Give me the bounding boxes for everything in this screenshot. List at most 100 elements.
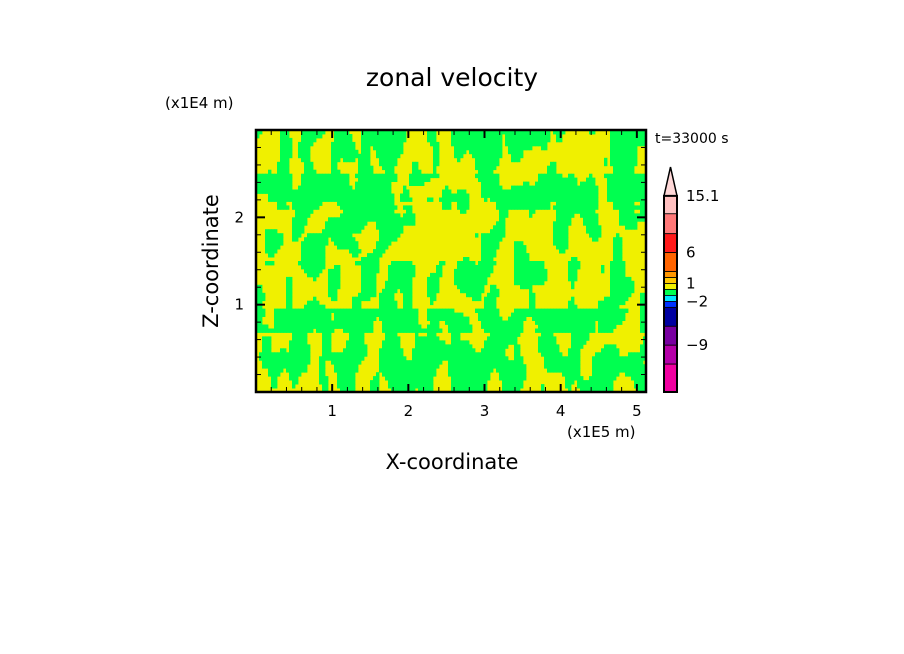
field-cell [535, 137, 539, 143]
field-cell [313, 265, 317, 270]
field-cell [388, 380, 392, 385]
field-cell [295, 356, 299, 361]
field-cell [433, 372, 437, 377]
field-cell [556, 364, 560, 369]
field-cell [358, 344, 362, 349]
field-cell [568, 268, 572, 274]
field-cell [295, 308, 299, 313]
field-cell [487, 157, 491, 163]
field-cell [571, 213, 575, 218]
field-cell [427, 173, 431, 179]
field-cell [544, 276, 548, 282]
field-cell [541, 328, 545, 333]
field-cell [451, 352, 455, 357]
field-cell [571, 356, 575, 361]
field-cell [610, 360, 614, 365]
field-cell [391, 284, 395, 290]
field-cell [523, 284, 527, 290]
field-cell [283, 308, 287, 313]
field-cell [292, 368, 296, 373]
field-cell [457, 376, 461, 381]
field-cell [541, 384, 545, 389]
field-cell [535, 268, 539, 274]
field-cell [430, 141, 434, 147]
field-cell [343, 237, 347, 242]
field-cell [457, 328, 461, 333]
field-cell [406, 284, 410, 290]
field-cell [562, 197, 566, 202]
field-cell [346, 316, 350, 321]
field-cell [394, 316, 398, 321]
field-cell [376, 141, 380, 147]
field-cell [538, 276, 542, 282]
field-cell [490, 356, 494, 361]
field-cell [595, 185, 599, 190]
field-cell [526, 193, 530, 198]
field-cell [349, 229, 353, 234]
field-cell [616, 268, 620, 274]
field-cell [469, 388, 473, 393]
field-cell [502, 352, 506, 357]
field-cell [616, 249, 620, 254]
field-cell [259, 324, 263, 329]
field-cell [403, 213, 407, 218]
field-cell [496, 308, 500, 313]
field-cell [415, 380, 419, 385]
field-cell [262, 173, 266, 179]
field-cell [280, 197, 284, 202]
field-cell [289, 300, 293, 306]
field-cell [487, 372, 491, 377]
field-cell [286, 157, 290, 163]
field-cell [514, 257, 518, 262]
field-cell [505, 376, 509, 381]
field-cell [481, 360, 485, 365]
field-cell [481, 137, 485, 143]
field-cell [370, 173, 374, 179]
field-cell [349, 245, 353, 250]
field-cell [499, 221, 503, 226]
field-cell [397, 261, 401, 266]
field-cell [595, 388, 599, 393]
field-cell [514, 265, 518, 270]
field-cell [571, 368, 575, 373]
field-cell [316, 233, 320, 238]
field-cell [511, 320, 515, 325]
field-cell [616, 137, 620, 143]
field-cell [283, 137, 287, 143]
field-cell [559, 177, 563, 182]
field-cell [355, 193, 359, 198]
field-cell [613, 344, 617, 349]
field-cell [319, 372, 323, 377]
field-cell [385, 229, 389, 234]
field-cell [322, 364, 326, 369]
field-cell [487, 292, 491, 298]
field-cell [256, 308, 260, 313]
field-cell [478, 384, 482, 389]
field-cell [304, 265, 308, 270]
field-cell [430, 137, 434, 143]
field-cell [388, 265, 392, 270]
field-cell [634, 177, 638, 182]
field-cell [307, 344, 311, 349]
field-cell [403, 320, 407, 325]
field-cell [319, 364, 323, 369]
field-cell [631, 153, 635, 159]
field-cell [394, 213, 398, 218]
field-cell [334, 157, 338, 163]
field-cell [379, 141, 383, 147]
field-cell [592, 209, 596, 214]
field-cell [307, 157, 311, 163]
field-cell [286, 364, 290, 369]
field-cell [265, 173, 269, 179]
field-cell [523, 280, 527, 286]
field-cell [391, 157, 395, 163]
field-cell [295, 372, 299, 377]
field-cell [364, 276, 368, 282]
field-cell [340, 384, 344, 389]
field-cell [643, 320, 647, 325]
field-cell [310, 197, 314, 202]
field-cell [454, 336, 458, 341]
field-cell [616, 316, 620, 321]
field-cell [478, 308, 482, 313]
field-cell [520, 308, 524, 313]
